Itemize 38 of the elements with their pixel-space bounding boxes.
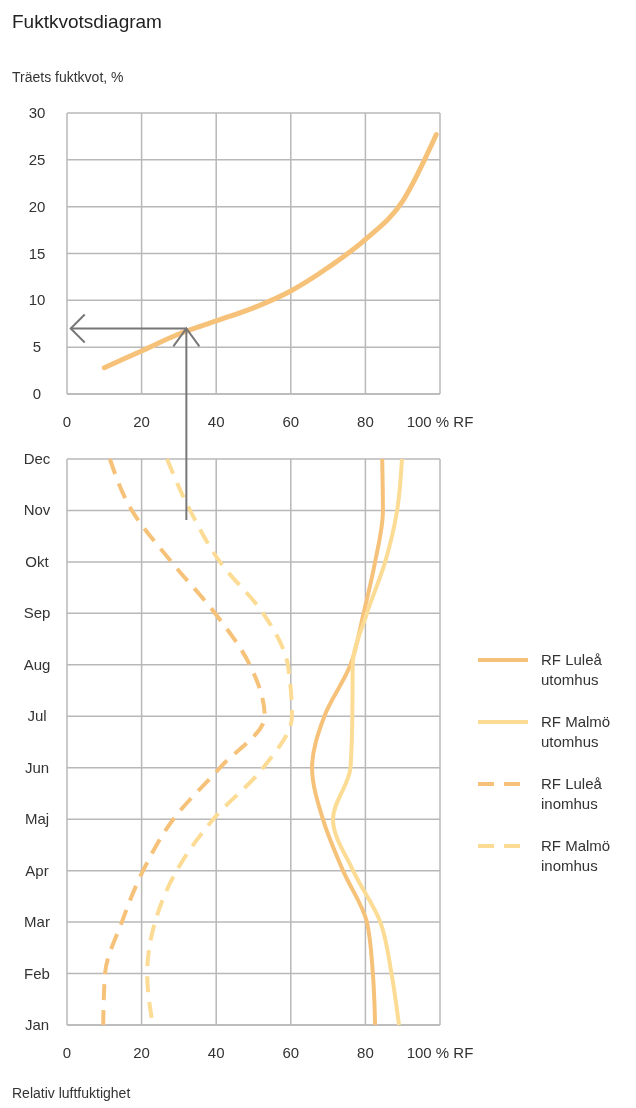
x-tick-label: 100 % RF — [406, 413, 474, 430]
chart-title: Fuktkvotsdiagram — [12, 11, 162, 32]
y-tick-label: Jan — [24, 1016, 50, 1033]
x-tick-label: 80 — [357, 413, 374, 430]
x-tick-label: 0 — [62, 413, 72, 430]
y-tick-label: 25 — [28, 150, 46, 168]
x-tick-label: 0 — [62, 1044, 72, 1061]
y-tick-label: Dec — [23, 450, 51, 467]
legend-label: RF Luleå inomhus — [541, 775, 603, 812]
x-tick-label: 20 — [133, 413, 150, 430]
x-tick-label: 60 — [282, 1044, 300, 1061]
y-axis-title: Träets fuktkvot, % — [12, 69, 124, 85]
legend-label: RF Malmö utomhus — [541, 713, 611, 750]
y-tick-label: Jun — [24, 758, 50, 776]
x-tick-label: 20 — [133, 1044, 150, 1061]
y-tick-label: 10 — [28, 291, 46, 309]
y-tick-label: Sep — [23, 604, 51, 622]
y-tick-label: 30 — [28, 104, 46, 121]
legend-label: RF Luleå utomhus — [541, 651, 603, 688]
y-tick-label: 15 — [28, 244, 46, 262]
x-tick-label: 60 — [282, 413, 300, 430]
y-tick-label: Apr — [25, 861, 49, 879]
x-axis-title: Relativ luftfuktighet — [12, 1085, 131, 1101]
y-tick-label: Nov — [23, 501, 51, 519]
y-tick-label: 0 — [32, 385, 42, 402]
y-tick-label: Okt — [25, 552, 50, 570]
y-tick-label: Mar — [24, 913, 50, 931]
y-tick-label: Aug — [23, 655, 51, 673]
y-tick-label: Feb — [24, 964, 50, 982]
y-tick-label: Jul — [27, 707, 47, 725]
x-tick-label: 100 % RF — [406, 1044, 474, 1061]
y-tick-label: 20 — [28, 197, 46, 215]
y-tick-label: 5 — [32, 338, 42, 356]
x-tick-label: 40 — [207, 1044, 225, 1061]
x-tick-label: 40 — [207, 413, 225, 430]
legend-label: RF Malmö inomhus — [541, 837, 611, 874]
y-tick-label: Maj — [24, 810, 50, 828]
x-tick-label: 80 — [357, 1044, 374, 1061]
